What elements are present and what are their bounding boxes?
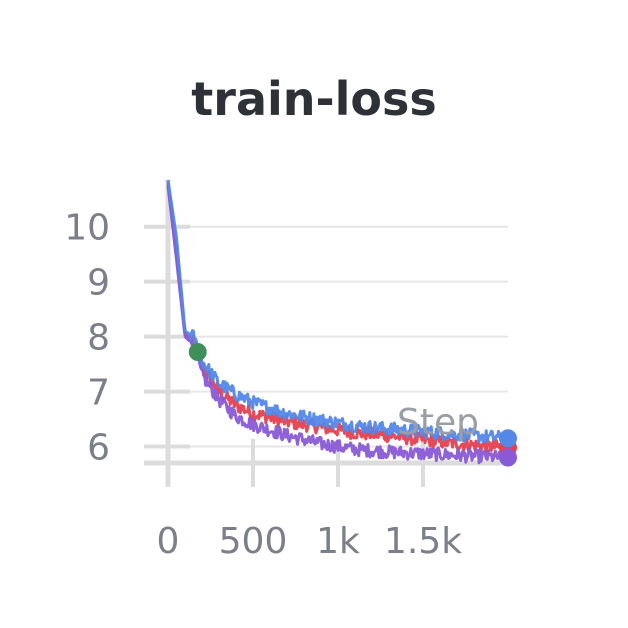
x-tick-label: 1.5k (384, 521, 462, 562)
series-line-3 (166, 179, 510, 446)
x-tick-label: 1k (316, 521, 360, 562)
y-tick-labels: 6 7 8 9 10 (64, 208, 110, 469)
series-line-2 (166, 185, 509, 465)
y-tick-label: 9 (87, 263, 110, 304)
y-tick-label: 8 (87, 318, 110, 359)
highlight-marker-1[interactable] (188, 342, 207, 361)
chart-title: train-loss (191, 72, 437, 126)
series-layer (166, 179, 510, 465)
end-markers (188, 342, 517, 467)
x-tick-label: 500 (219, 521, 288, 562)
x-tick-labels: 0 500 1k 1.5k (157, 521, 463, 562)
x-axis-label: Step (397, 402, 479, 443)
series-end-marker-3[interactable] (499, 429, 517, 448)
y-tick-label: 7 (87, 373, 110, 414)
series-end-marker-2[interactable] (499, 448, 517, 467)
y-tick-label: 10 (64, 208, 110, 249)
axes (144, 180, 508, 487)
y-tick-label: 6 (87, 428, 110, 469)
x-tick-label: 0 (157, 521, 180, 562)
